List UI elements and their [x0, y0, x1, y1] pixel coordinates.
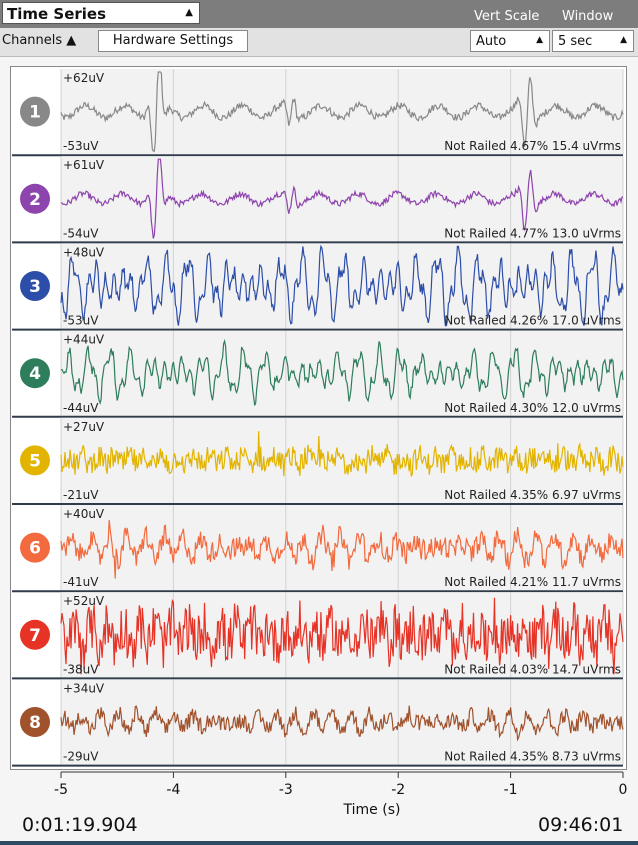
channel-toggle-button[interactable] [20, 707, 50, 737]
channel-min-label: -38uV [63, 662, 99, 676]
vert-scale-dropdown[interactable]: Auto ▲ [470, 30, 550, 52]
channel-status: Not Railed 4.35% 8.73 uVrms [444, 750, 621, 764]
channel-status: Not Railed 4.35% 6.97 uVrms [444, 488, 621, 502]
channel-waveform [60, 338, 624, 406]
bottom-border [0, 841, 638, 845]
channel-status: Not Railed 4.03% 14.7 uVrms [444, 662, 621, 676]
channel-waveform [60, 597, 624, 675]
channel-max-label: +61uV [63, 158, 105, 172]
channel-min-label: -53uV [63, 314, 99, 328]
channel-max-label: +40uV [63, 507, 105, 521]
channel-min-label: -44uV [63, 401, 99, 415]
window-value: 5 sec [558, 34, 593, 49]
channel-waveform [60, 705, 624, 742]
channel-waveform [60, 71, 624, 152]
channel-toggle-button[interactable] [20, 358, 50, 389]
widget-toolbar: Channels ▲ Hardware Settings Auto ▲ 5 se… [0, 28, 638, 57]
caret-up-icon: ▲ [620, 35, 627, 45]
channels-label: Channels [2, 33, 63, 48]
channels-toggle[interactable]: Channels ▲ [2, 33, 76, 48]
channel-max-label: +48uV [63, 245, 105, 259]
channel-max-label: +62uV [63, 71, 105, 85]
x-tick-label: -2 [391, 782, 405, 798]
channel-min-label: -41uV [63, 575, 99, 589]
caret-up-icon: ▲ [66, 33, 77, 48]
window-dropdown[interactable]: 5 sec ▲ [552, 30, 634, 52]
channel-number: 1 [29, 103, 41, 123]
x-tick-label: -3 [279, 782, 293, 798]
widget-header: Time Series ▲ Vert Scale Window [0, 0, 638, 28]
channel-waveform [60, 158, 624, 239]
channel-plot-area [61, 505, 623, 591]
channel-min-label: -21uV [63, 488, 99, 502]
channel-waveform [60, 519, 624, 579]
channel-waveform [60, 431, 624, 477]
channel-max-label: +44uV [63, 333, 105, 347]
channel-toggle-button[interactable] [20, 183, 50, 214]
channel-status: Not Railed 4.30% 12.0 uVrms [444, 401, 621, 415]
channel-max-label: +34uV [63, 681, 105, 695]
vert-scale-label: Vert Scale [474, 9, 540, 24]
channel-status: Not Railed 4.21% 11.7 uVrms [444, 575, 621, 589]
x-axis-label: Time (s) [343, 802, 401, 818]
clock-time: 09:46:01 [538, 814, 624, 836]
x-tick-label: -4 [166, 782, 180, 798]
channel-status: Not Railed 4.67% 15.4 uVrms [444, 139, 621, 153]
channel-status: Not Railed 4.26% 17.0 uVrms [444, 314, 621, 328]
channel-number: 6 [29, 539, 41, 559]
x-tick-label: 0 [619, 782, 628, 798]
channel-number: 2 [29, 190, 41, 210]
channel-toggle-button[interactable] [20, 445, 50, 476]
channel-number: 4 [29, 364, 41, 384]
channel-status: Not Railed 4.77% 13.0 uVrms [444, 226, 621, 240]
channel-plot-area [61, 243, 623, 329]
caret-up-icon: ▲ [536, 35, 543, 45]
channel-toggle-button[interactable] [20, 619, 50, 650]
channel-toggle-button[interactable] [20, 96, 50, 127]
channel-min-label: -53uV [63, 139, 99, 153]
channel-max-label: +27uV [63, 420, 105, 434]
channel-number: 7 [29, 626, 41, 646]
channel-waveform [60, 244, 624, 327]
x-tick-label: -1 [504, 782, 518, 798]
channel-min-label: -29uV [63, 750, 99, 764]
window-label: Window [562, 9, 614, 24]
vert-scale-value: Auto [476, 34, 507, 49]
widget-title: Time Series [7, 5, 107, 23]
channel-plot-area [61, 679, 623, 765]
channel-number: 8 [29, 713, 41, 733]
hardware-settings-button[interactable]: Hardware Settings [98, 30, 248, 52]
channel-number: 3 [29, 277, 41, 297]
caret-up-icon: ▲ [185, 7, 193, 18]
channel-number: 5 [29, 451, 41, 471]
channel-toggle-button[interactable] [20, 532, 50, 563]
channel-toggle-button[interactable] [20, 271, 50, 301]
channel-max-label: +52uV [63, 594, 105, 608]
elapsed-time: 0:01:19.904 [22, 814, 138, 836]
x-tick-label: -5 [54, 782, 68, 798]
widget-selector[interactable]: Time Series ▲ [2, 2, 200, 24]
channel-min-label: -54uV [63, 226, 99, 240]
